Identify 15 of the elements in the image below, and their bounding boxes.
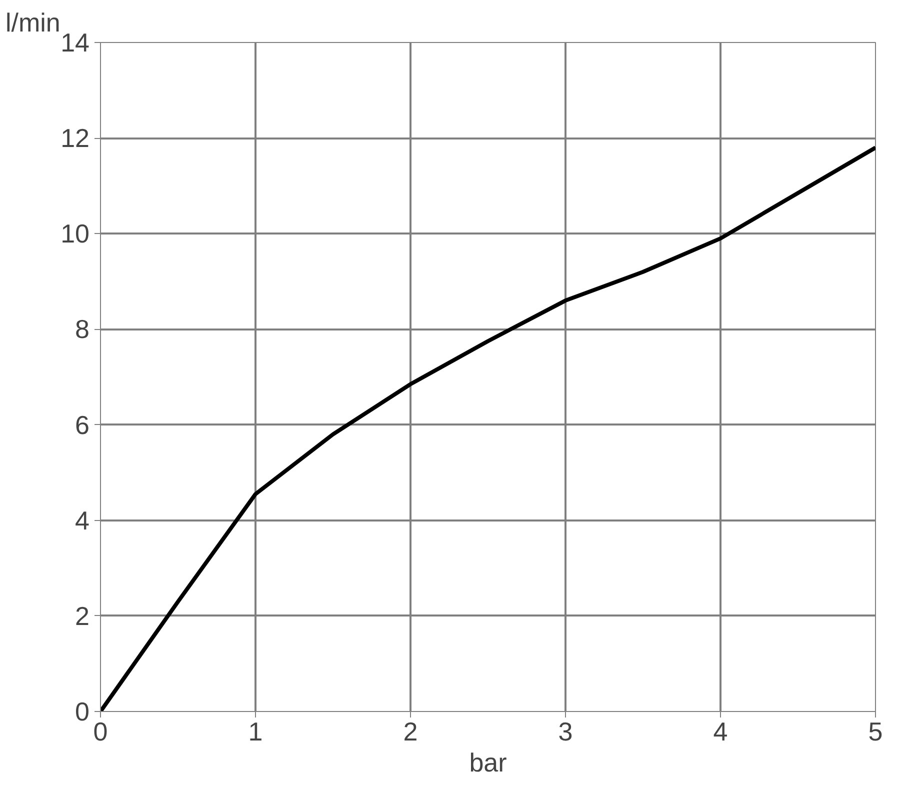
x-tick-label: 2 (403, 716, 418, 746)
x-axis-title: bar (469, 748, 508, 778)
y-tick-label: 10 (60, 218, 90, 249)
y-tick-label: 2 (75, 600, 90, 631)
y-tick-label: 6 (75, 410, 90, 440)
y-tick-label: 14 (60, 28, 90, 58)
y-tick-label: 8 (75, 314, 90, 344)
x-tick-label: 1 (248, 716, 263, 746)
x-tick-label: 5 (868, 716, 883, 746)
y-tick-label: 0 (75, 696, 90, 726)
y-tick-label: 4 (75, 505, 90, 536)
x-tick-label: 4 (713, 716, 728, 746)
y-tick-label: 12 (60, 123, 90, 154)
x-tick-label: 3 (558, 716, 573, 746)
y-axis-title: l/min (6, 8, 60, 38)
